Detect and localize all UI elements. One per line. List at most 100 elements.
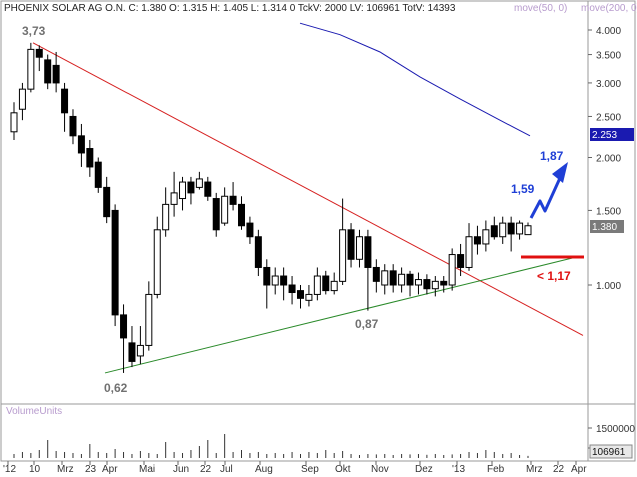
x-tick-label: Jun [173, 464, 189, 475]
annotation-support: < 1,17 [537, 269, 571, 283]
volume-panel-frame [0, 403, 636, 462]
annotation-pivot: 0,87 [355, 317, 379, 331]
candle-body-up [398, 273, 406, 286]
candle-body-down [473, 236, 481, 245]
candle-body-down [457, 254, 465, 268]
candle-body-up [136, 344, 144, 357]
candle-body-down [69, 115, 77, 137]
candle-body-up [271, 275, 279, 286]
candle-body-down [423, 279, 431, 290]
candle-body-down [128, 342, 136, 362]
ma50-legend: move(50, 0) [514, 3, 567, 14]
ma200-series [299, 22, 531, 137]
x-tick-label: '13 [452, 464, 465, 475]
candle-body-down [52, 64, 60, 84]
candle-body-up [305, 293, 313, 301]
candle-body-down [490, 225, 498, 238]
y-tick-label: 2.000 [596, 154, 621, 165]
candle-body-up [465, 236, 473, 268]
x-tick-label: Nov [371, 464, 389, 475]
candle-body-up [221, 195, 229, 224]
ma200-line [299, 22, 531, 137]
candle-body-down [86, 148, 94, 168]
x-tick-label: Okt [335, 464, 351, 475]
candle-body-down [406, 273, 414, 286]
candle-body-down [254, 236, 262, 268]
x-tick-label: 23 [85, 464, 97, 475]
candle-body-down [238, 203, 246, 227]
candle-body-up [145, 293, 153, 346]
annotation-target-1: 1,59 [511, 182, 535, 196]
candle-body-up [162, 203, 170, 231]
candle-body-up [414, 279, 422, 286]
candle-body-down [347, 229, 355, 260]
candle-body-up [330, 280, 338, 292]
trendlines [32, 42, 584, 374]
last-price-text: 1.380 [592, 222, 617, 233]
x-tick-label: Dez [415, 464, 433, 475]
candle-body-down [204, 181, 212, 197]
last-price-box [590, 220, 624, 233]
x-tick-label: Feb [487, 464, 505, 475]
last-volume-text: 106961 [592, 447, 626, 458]
candle-body-up [313, 275, 321, 295]
candle-body-up [524, 225, 532, 236]
candle-body-up [27, 48, 35, 90]
x-tick-label: Sep [301, 464, 319, 475]
forecast-arrowhead [552, 162, 568, 183]
candle-body-down [288, 284, 296, 294]
candle-body-up [381, 270, 389, 286]
candle-body-down [44, 59, 52, 84]
candle-body-down [389, 270, 397, 286]
x-tick-label: Mrz [57, 464, 74, 475]
x-tick-label: Mrz [526, 464, 543, 475]
candle-body-down [77, 135, 85, 154]
candle-body-down [364, 236, 372, 268]
x-tick-label: Jul [220, 464, 233, 475]
candlestick-series [10, 42, 532, 373]
candle-body-up [339, 229, 347, 282]
candle-body-down [296, 290, 304, 299]
candle-body-down [103, 186, 111, 218]
trendline-up [104, 255, 581, 374]
last-volume-box [589, 444, 633, 459]
x-tick-label: Mai [139, 464, 155, 475]
candle-body-up [170, 192, 178, 205]
ma200-legend: move(200, 0) [581, 3, 637, 14]
candle-body-down [187, 181, 195, 194]
candle-body-up [195, 178, 203, 188]
y-tick-label: 1.000 [596, 281, 621, 292]
y-tick-label: 4.000 [596, 26, 621, 37]
x-tick-label: 22 [553, 464, 565, 475]
candle-body-down [111, 209, 119, 316]
candle-body-down [322, 275, 330, 292]
y-tick-label: 2.500 [596, 112, 621, 123]
candle-body-down [229, 195, 237, 205]
volume-series [13, 434, 529, 458]
candle-body-down [120, 314, 128, 339]
x-tick-label: Apr [102, 464, 118, 475]
candle-body-up [431, 280, 439, 290]
candle-body-down [263, 266, 271, 286]
price-y-axis: 4.000 3.500 3.000 2.500 2.000 1.500 1.000 [588, 26, 621, 292]
y-tick-label: 3.000 [596, 79, 621, 90]
y-tick-label: 3.500 [596, 51, 621, 62]
candle-body-up [516, 222, 524, 235]
volume-tick-label: 1500000 [596, 424, 635, 435]
chart-header-title: PHOENIX SOLAR AG O.N. C: 1.380 O: 1.315 … [4, 3, 456, 14]
candle-body-down [280, 275, 288, 286]
candle-body-up [18, 88, 26, 110]
candle-body-down [61, 88, 69, 114]
candle-body-up [153, 229, 161, 295]
candle-body-down [372, 266, 380, 282]
x-tick-label: 10 [29, 464, 41, 475]
x-tick-label: Apr [571, 464, 587, 475]
candle-body-down [94, 161, 102, 188]
candle-body-down [507, 222, 515, 235]
ma200-value-box [590, 128, 634, 141]
candle-body-up [482, 229, 490, 245]
x-tick-label: Aug [255, 464, 273, 475]
trendline-down [32, 42, 584, 336]
ma200-value-text: 2.253 [592, 130, 617, 141]
x-tick-label: 22 [200, 464, 212, 475]
